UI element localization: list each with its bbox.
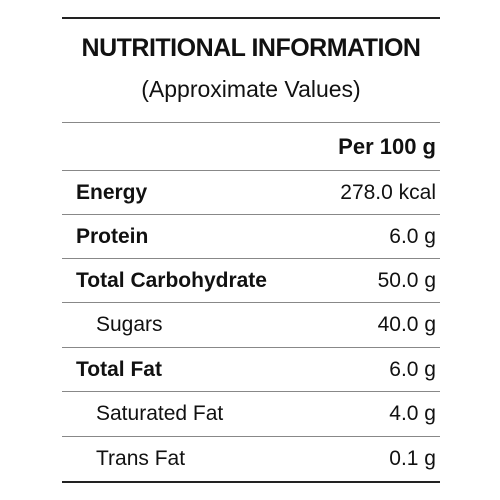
row-label: Sugars — [96, 313, 163, 336]
row-label: Total Fat — [76, 358, 162, 381]
row: Total Carbohydrate 50.0 g — [62, 259, 440, 303]
divider — [62, 258, 440, 259]
row-value: 4.0 g — [389, 402, 436, 425]
row-label: Saturated Fat — [96, 402, 224, 425]
row: Sugars 40.0 g — [62, 303, 440, 347]
row-value: 0.1 g — [389, 447, 436, 470]
row-label: Trans Fat — [96, 447, 186, 470]
row-label: Energy — [76, 181, 148, 204]
row-value: 6.0 g — [389, 225, 436, 248]
row-value: 278.0 kcal — [340, 181, 436, 204]
row: Protein 6.0 g — [62, 215, 440, 259]
bottom-rule — [62, 481, 440, 483]
row-label: Protein — [76, 225, 149, 248]
row-value: 6.0 g — [389, 358, 436, 381]
title: NUTRITIONAL INFORMATION — [81, 34, 421, 62]
divider — [62, 122, 440, 123]
top-rule — [62, 17, 440, 19]
divider — [62, 347, 440, 348]
row-value: 40.0 g — [377, 313, 436, 336]
divider — [62, 214, 440, 215]
divider — [62, 436, 440, 437]
row: Saturated Fat 4.0 g — [62, 392, 440, 436]
row-label: Total Carbohydrate — [76, 269, 267, 292]
subtitle: (Approximate Values) — [141, 76, 361, 102]
divider — [62, 391, 440, 392]
nutrition-panel: NUTRITIONAL INFORMATION (Approximate Val… — [62, 0, 440, 500]
row: Trans Fat 0.1 g — [62, 437, 440, 481]
row-value: 50.0 g — [377, 269, 436, 292]
column-header: Per 100 g — [338, 134, 436, 159]
divider — [62, 302, 440, 303]
divider — [62, 170, 440, 171]
row: Total Fat 6.0 g — [62, 348, 440, 392]
row: Energy 278.0 kcal — [62, 171, 440, 215]
